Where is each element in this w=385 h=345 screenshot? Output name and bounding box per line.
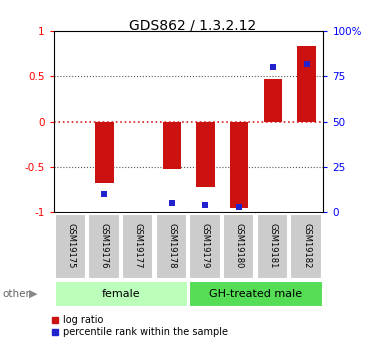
Bar [189,214,221,279]
Bar [223,214,254,279]
Text: other: other [2,289,30,299]
Legend: log ratio, percentile rank within the sample: log ratio, percentile rank within the sa… [51,315,228,337]
Text: ▶: ▶ [29,289,37,299]
Bar [122,214,153,279]
Text: GSM19177: GSM19177 [134,223,142,268]
Bar [264,79,282,122]
Bar [156,214,187,279]
Text: GSM19179: GSM19179 [201,223,210,268]
Bar [230,122,248,208]
Bar [257,214,288,279]
Text: GSM19180: GSM19180 [235,223,244,268]
Bar [95,122,114,183]
Text: GSM19178: GSM19178 [167,223,176,268]
Text: GSM19182: GSM19182 [302,223,311,268]
Bar [189,281,323,307]
Text: GSM19181: GSM19181 [268,223,277,268]
Bar [162,122,181,169]
Bar [88,214,120,279]
Text: GDS862 / 1.3.2.12: GDS862 / 1.3.2.12 [129,19,256,33]
Bar [290,214,322,279]
Bar [55,214,86,279]
Bar [55,281,188,307]
Bar [196,122,215,187]
Text: GSM19176: GSM19176 [100,223,109,268]
Text: female: female [102,289,141,299]
Bar [297,47,316,122]
Text: GH-treated male: GH-treated male [209,289,303,299]
Text: GSM19175: GSM19175 [66,223,75,268]
